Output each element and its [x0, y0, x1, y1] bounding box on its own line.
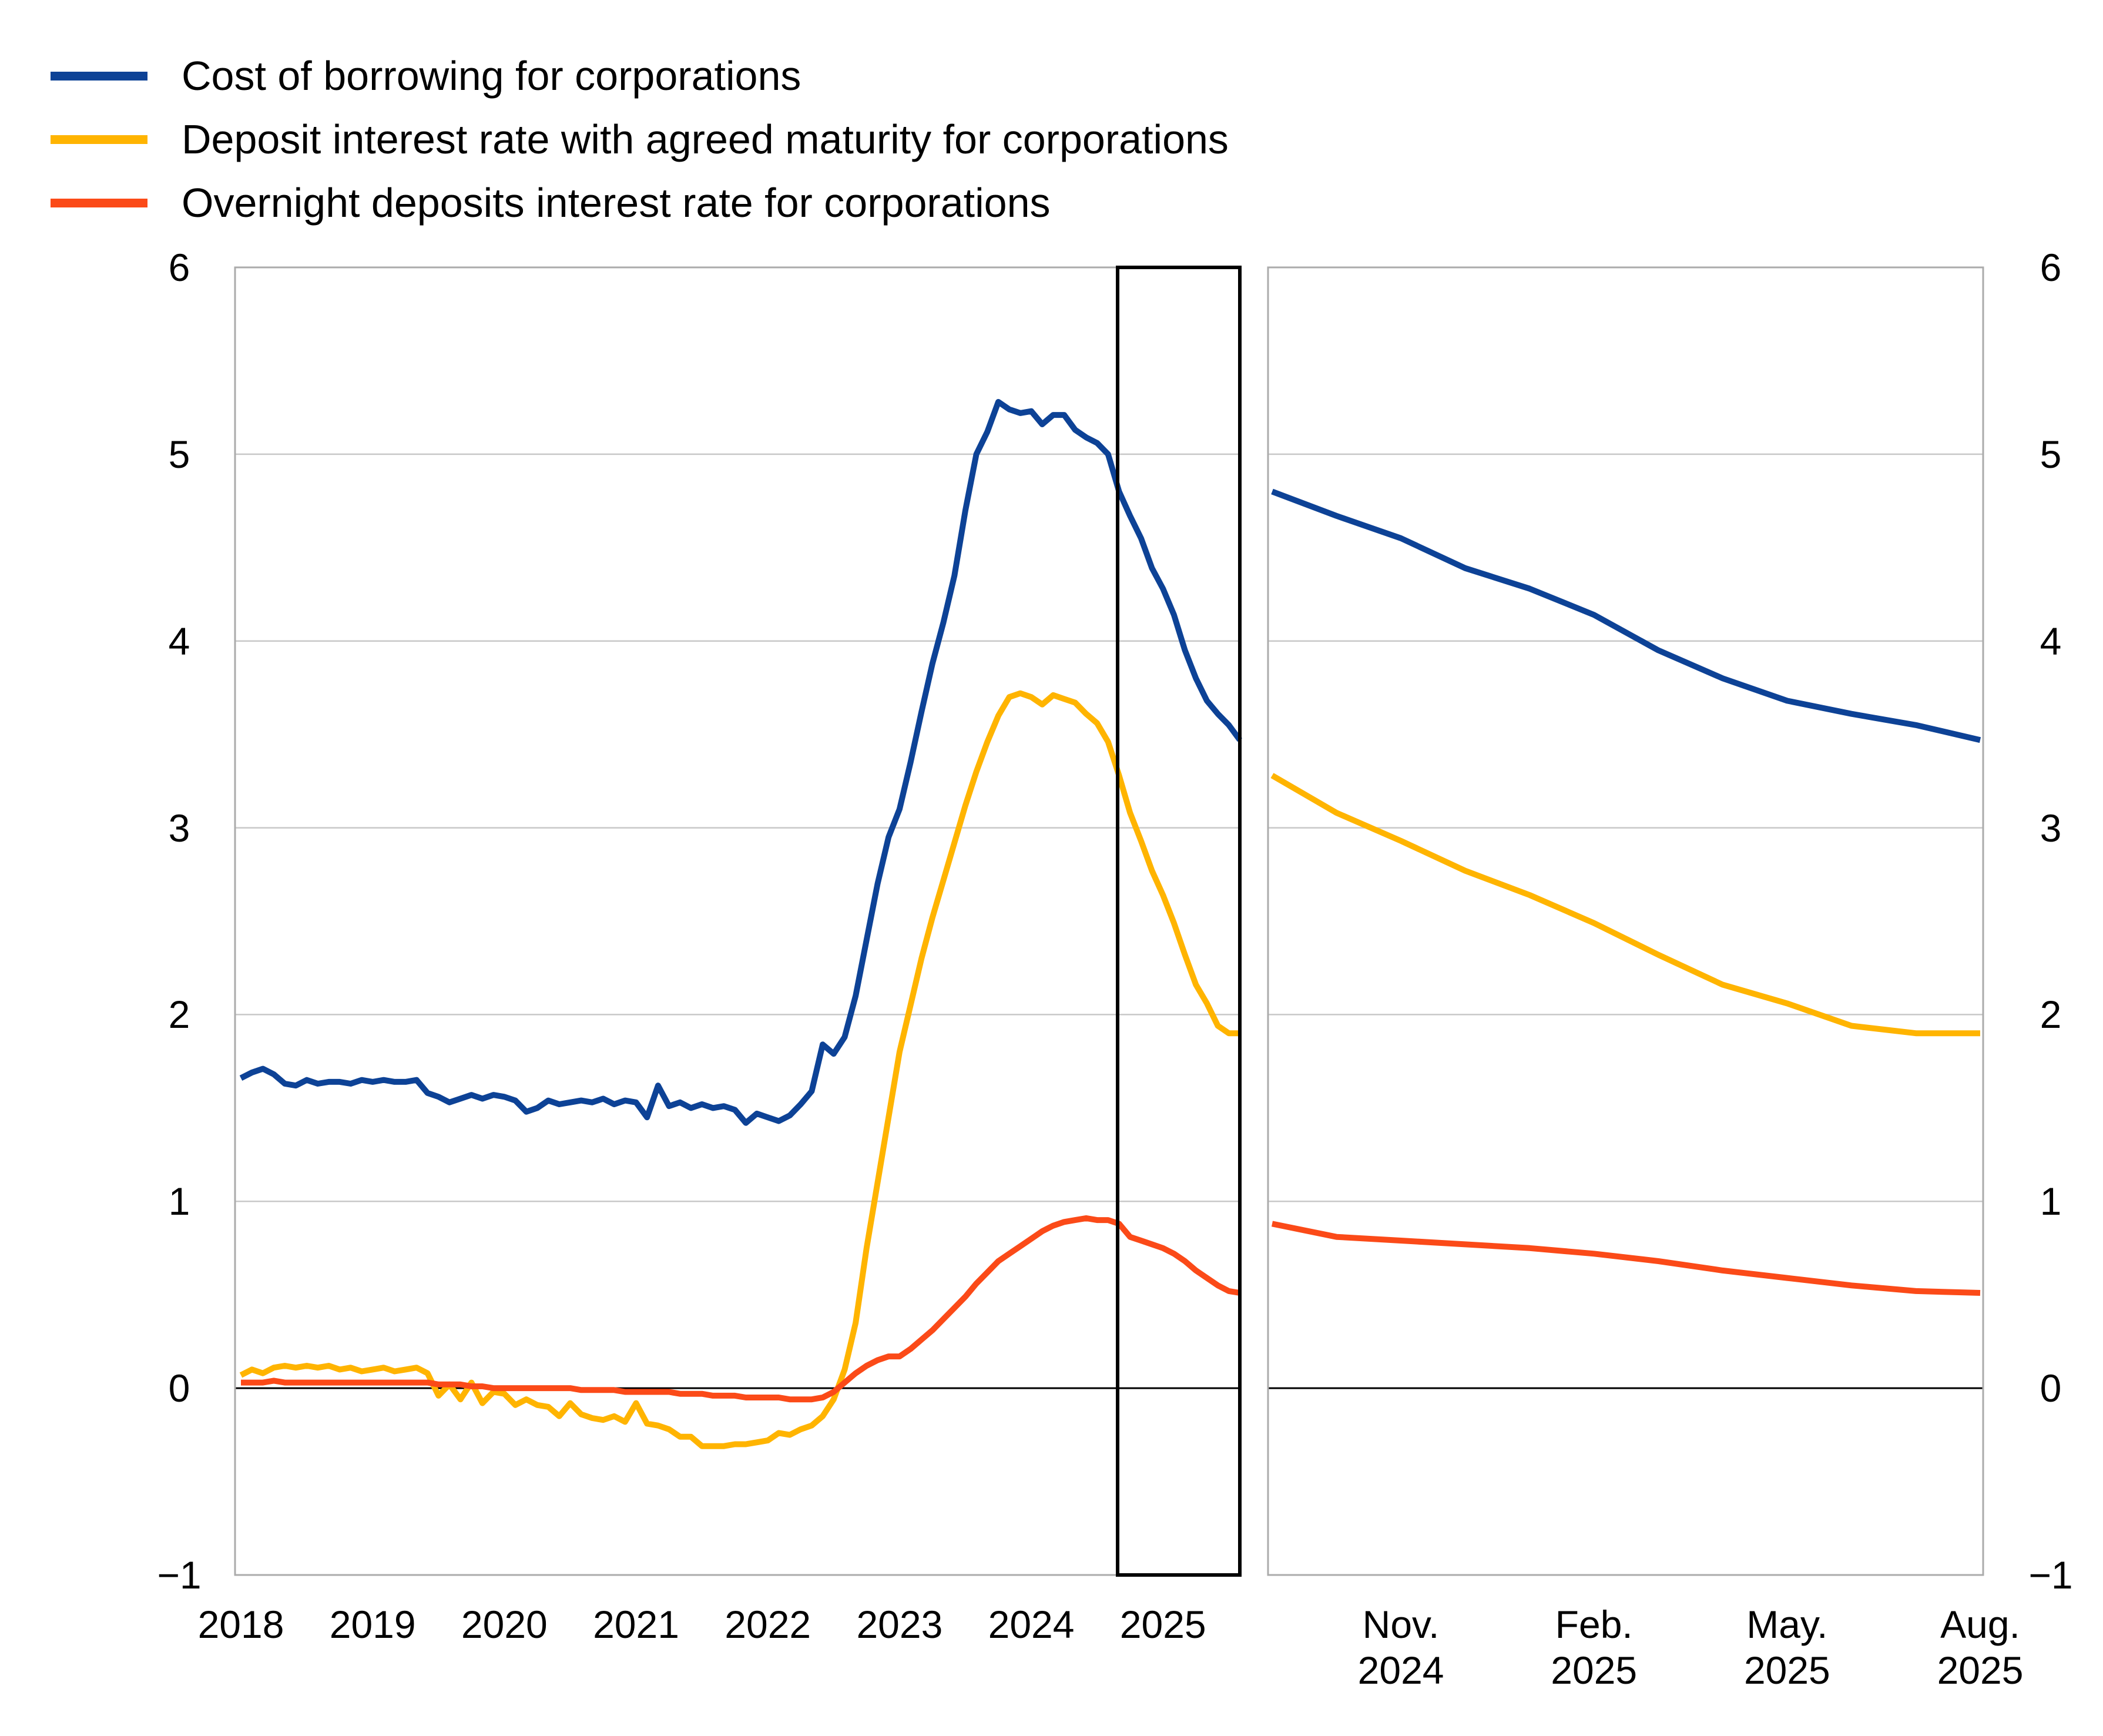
legend-label-cost-of-borrowing: Cost of borrowing for corporations — [182, 53, 801, 99]
gridlines — [235, 453, 1983, 1389]
x-axis-label-year: 2018 — [197, 1603, 284, 1646]
y-axis-label-right: 1 — [2040, 1179, 2062, 1224]
y-axis-label-right: 2 — [2040, 993, 2062, 1037]
legend-item-overnight-deposits: Overnight deposits interest rate for cor… — [51, 171, 1229, 234]
legend-item-cost-of-borrowing: Cost of borrowing for corporations — [51, 44, 1229, 108]
y-axis-label-left: 2 — [168, 993, 190, 1037]
legend-swatch-deposit-agreed-maturity — [51, 135, 147, 144]
y-axis-label-right: 0 — [2040, 1366, 2062, 1410]
legend-label-overnight-deposits: Overnight deposits interest rate for cor… — [182, 180, 1051, 226]
legend: Cost of borrowing for corporations Depos… — [51, 44, 1229, 234]
legend-item-deposit-agreed-maturity: Deposit interest rate with agreed maturi… — [51, 108, 1229, 171]
y-axis-label-right: −1 — [2028, 1553, 2073, 1597]
legend-swatch-overnight-deposits — [51, 198, 147, 207]
y-axis-label-right: 6 — [2040, 246, 2062, 289]
highlight-box-layer — [1116, 266, 1242, 1577]
x-axis-label-year: 2021 — [593, 1603, 679, 1646]
legend-label-deposit-agreed-maturity: Deposit interest rate with agreed maturi… — [182, 116, 1229, 162]
series-deposit-agreed-maturity-left — [239, 690, 1240, 1449]
x-axis-label-month: May. 2025 — [1743, 1603, 1830, 1692]
series-overnight-deposits-left — [241, 1215, 1240, 1403]
x-axis-label-year: 2025 — [1119, 1603, 1206, 1646]
x-axis-label-year: 2019 — [329, 1603, 416, 1646]
y-axis-label-right: 4 — [2040, 619, 2062, 663]
y-axis-label-left: 4 — [168, 619, 190, 663]
series-cost-of-borrowing-right — [1271, 488, 1981, 743]
y-axis-label-right: 5 — [2040, 432, 2062, 476]
x-axis-label-year: 2020 — [461, 1603, 548, 1646]
y-axis-label-left: 0 — [168, 1366, 190, 1410]
y-axis-label-left: 5 — [168, 432, 190, 476]
x-axis-label-month: Nov. 2024 — [1357, 1603, 1444, 1692]
series-overnight-deposits-right — [1272, 1221, 1981, 1296]
x-axis-label-month: Feb. 2025 — [1551, 1603, 1638, 1692]
series-deposit-agreed-maturity-right — [1270, 773, 1980, 1037]
y-axis-label-left: 1 — [168, 1179, 190, 1224]
y-axis-label-left: 6 — [168, 246, 190, 289]
left-panel-frame — [234, 266, 1241, 1576]
y-axis-label-right: 3 — [2040, 806, 2062, 850]
series-cost-of-borrowing-left — [239, 398, 1243, 1126]
x-axis-label-year: 2022 — [725, 1603, 811, 1646]
series-lines — [239, 398, 1981, 1449]
legend-swatch-cost-of-borrowing — [51, 71, 147, 81]
y-axis-label-left: 3 — [168, 806, 190, 850]
x-axis-label-year: 2024 — [988, 1603, 1075, 1646]
highlight-box — [1116, 266, 1242, 1577]
x-axis-label-month: Aug. 2025 — [1937, 1603, 2024, 1692]
right-panel-frame — [1267, 266, 1984, 1576]
x-axis-label-year: 2023 — [856, 1603, 943, 1646]
y-axis-label-left: −1 — [157, 1553, 202, 1597]
